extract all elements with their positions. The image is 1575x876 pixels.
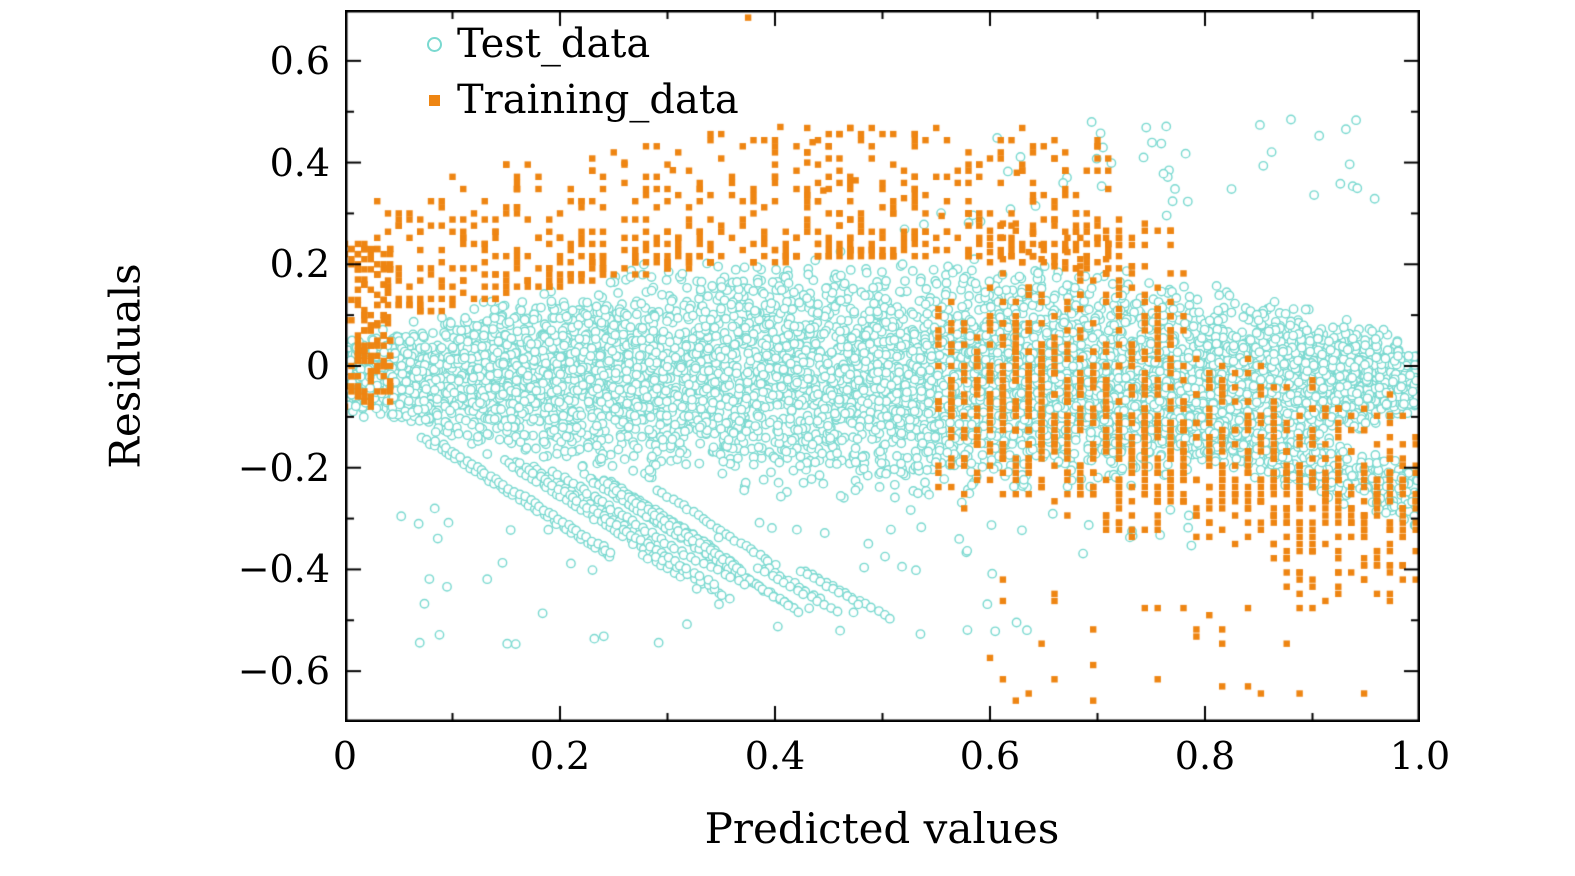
y-tick-label: 0.4	[269, 140, 330, 185]
plot-area: Test_data Training_data	[345, 10, 1420, 722]
x-axis-label: Predicted values	[704, 804, 1060, 853]
legend-label-training: Training_data	[457, 77, 739, 123]
scatter-canvas	[345, 10, 1420, 722]
x-tick-label: 0.4	[744, 734, 806, 778]
y-tick-label: −0.2	[237, 445, 330, 490]
test-data-circle-marker-icon	[426, 36, 442, 52]
y-tick-label: 0.2	[269, 242, 330, 287]
y-tick-label: 0.6	[269, 38, 330, 83]
legend-item-test: Test_data	[423, 16, 739, 72]
legend-item-training: Training_data	[423, 72, 739, 128]
x-tick-label: 1.0	[1389, 734, 1451, 778]
y-tick-label: −0.6	[237, 649, 330, 694]
training-data-square-marker-icon	[428, 94, 440, 106]
x-tick-label: 0	[332, 734, 358, 778]
x-tick-label: 0.6	[959, 734, 1021, 778]
x-tick-label: 0.2	[529, 734, 591, 778]
x-tick-label: 0.8	[1174, 734, 1236, 778]
legend: Test_data Training_data	[423, 16, 739, 128]
legend-marker-box	[423, 36, 445, 52]
y-tick-label: 0	[305, 344, 330, 388]
y-tick-label: −0.4	[237, 547, 330, 592]
legend-marker-box	[423, 94, 445, 106]
legend-label-test: Test_data	[457, 21, 651, 67]
